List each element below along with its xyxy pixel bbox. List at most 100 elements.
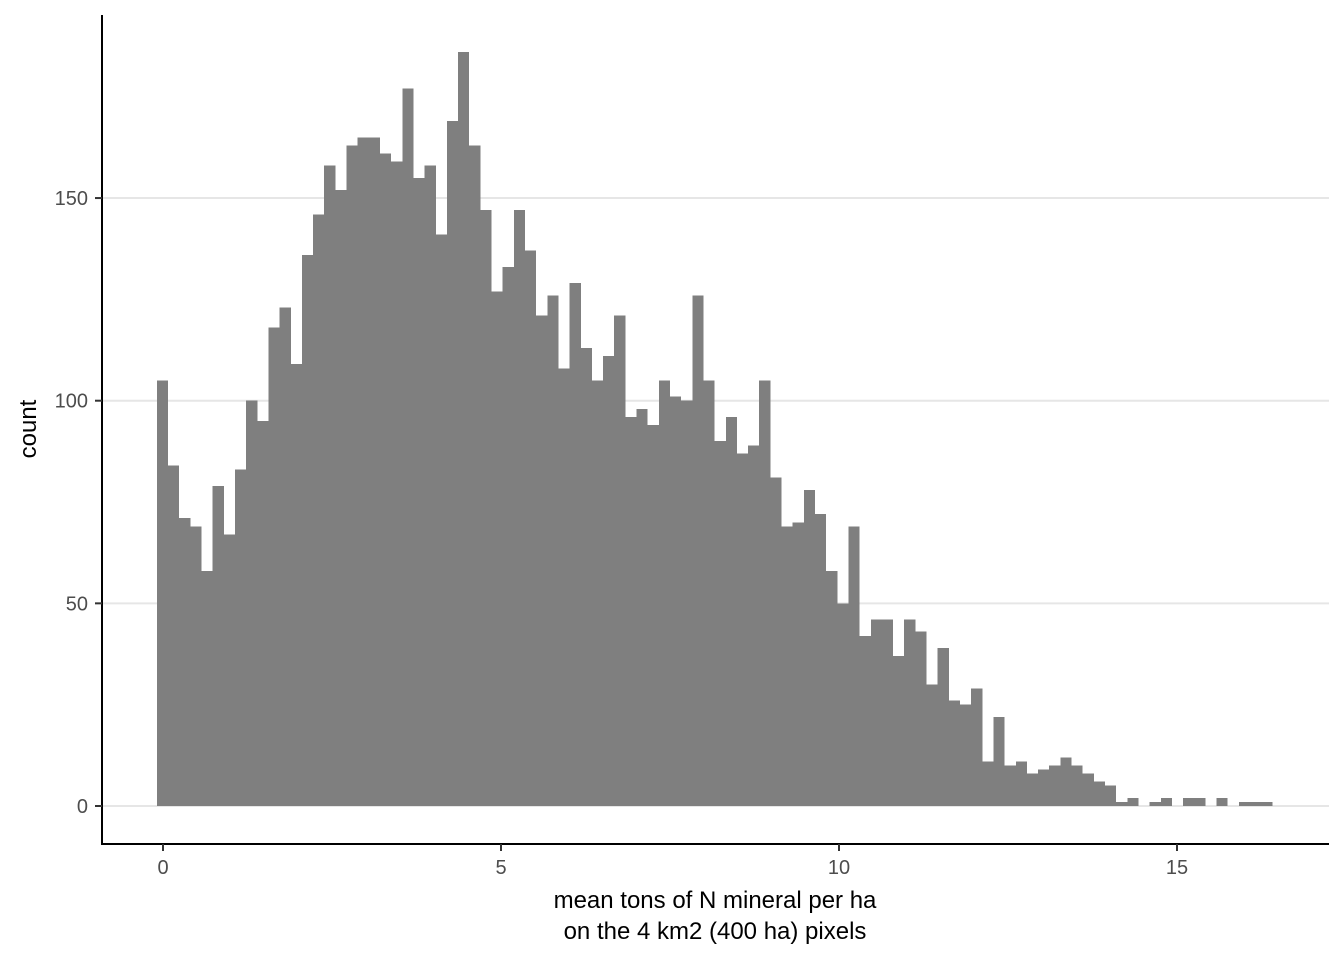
histogram-bar [614,315,626,806]
histogram-bar [1071,765,1083,806]
histogram-bar [993,716,1005,806]
histogram-bar [1015,761,1027,806]
histogram-bar [1105,785,1117,806]
y-axis-ticks: 0 50 100 150 [55,188,102,818]
histogram-bar [647,425,659,806]
histogram-bar [301,254,314,807]
histogram-bar [670,396,682,806]
histogram-bar [1194,797,1206,806]
histogram-bar [770,477,782,806]
histogram-bar [480,210,492,807]
y-tick-label: 0 [77,796,88,818]
histogram-bar [313,214,325,807]
histogram-bar [156,380,169,806]
histogram-bar [937,647,949,806]
x-tick-label: 15 [1166,857,1188,879]
histogram-bar [446,121,459,807]
histogram-bar [1261,801,1273,806]
histogram-bar [904,619,916,806]
histogram-bar [524,250,537,806]
histogram-bar [357,137,369,806]
histogram-bar [1250,801,1262,806]
histogram-bar [1127,797,1139,806]
histogram-bar [736,453,749,806]
x-axis-title-line-2: on the 4 km2 (400 ha) pixels [564,918,867,945]
histogram-bar [1093,781,1106,806]
x-axis-title-line-1: mean tons of N mineral per ha [554,887,877,914]
histogram-bar [547,295,559,806]
histogram-bar [692,295,704,806]
histogram-bar [1183,797,1195,806]
histogram-bar [368,137,380,806]
x-tick-label: 0 [157,857,168,879]
histogram-bar [435,234,447,807]
histogram-bar [223,534,235,806]
histogram-bar [681,400,693,806]
histogram-bar [234,469,247,806]
histogram-bar [569,283,581,807]
x-tick-label: 5 [495,857,506,879]
histogram-bar [748,445,760,806]
y-axis-title: count [15,399,42,458]
histogram-bar [424,165,436,807]
histogram-bar [870,619,882,806]
y-tick-label: 150 [55,188,88,210]
histogram-bar [982,761,994,806]
histogram-bar [335,189,347,807]
histogram-bar [815,514,827,806]
histogram-bar [603,356,615,806]
histogram-bar [625,416,637,806]
histogram-bar [1238,801,1251,806]
histogram-bar [257,420,269,806]
histogram-bar [826,570,838,806]
histogram-bar [536,315,548,806]
histogram-bar [703,380,715,806]
histogram-bar [1004,765,1016,806]
histogram-bar [580,348,592,806]
histogram-bar [948,700,961,806]
histogram-bar [1082,773,1094,806]
histogram-bar [971,688,983,806]
histogram-bar [1216,797,1228,806]
histogram-bar [915,631,927,806]
histogram-bar [190,526,202,806]
histogram-bar [246,400,258,806]
histogram-bar [379,153,392,807]
y-tick-label: 50 [66,593,88,615]
histogram-bar [212,485,224,806]
histogram-bar [960,704,972,806]
histogram-bar [458,52,470,807]
x-tick-label: 10 [828,857,850,879]
histogram-bar [591,380,604,806]
histogram-bar [837,603,849,806]
x-axis-ticks: 0 5 10 15 [157,844,1188,879]
histogram-bar [1160,797,1172,806]
histogram-bar [881,619,894,806]
histogram-bar [268,327,280,806]
histogram-bar [346,145,358,807]
histogram-bar [1116,801,1128,806]
histogram-bar [725,416,737,806]
histogram-bar [324,165,336,807]
histogram-bar [1038,769,1050,806]
histogram-bar [759,380,771,806]
bars [156,52,1273,807]
histogram-bar [803,489,816,806]
histogram-bar [781,526,793,806]
histogram-bar [168,465,180,806]
histogram-bar [391,161,403,806]
y-tick-label: 100 [55,391,88,413]
histogram-bar [502,266,514,806]
histogram-bar [1060,757,1072,806]
histogram-bar [491,291,503,806]
histogram-bar [859,635,871,806]
histogram-bar [1026,773,1039,806]
histogram-bar [792,522,804,806]
histogram-bar [469,145,481,807]
histogram-bar [1149,801,1161,806]
histogram-bar [290,364,302,806]
histogram-bar [658,380,670,806]
histogram-bar [179,518,191,806]
histogram-bar [513,210,525,807]
